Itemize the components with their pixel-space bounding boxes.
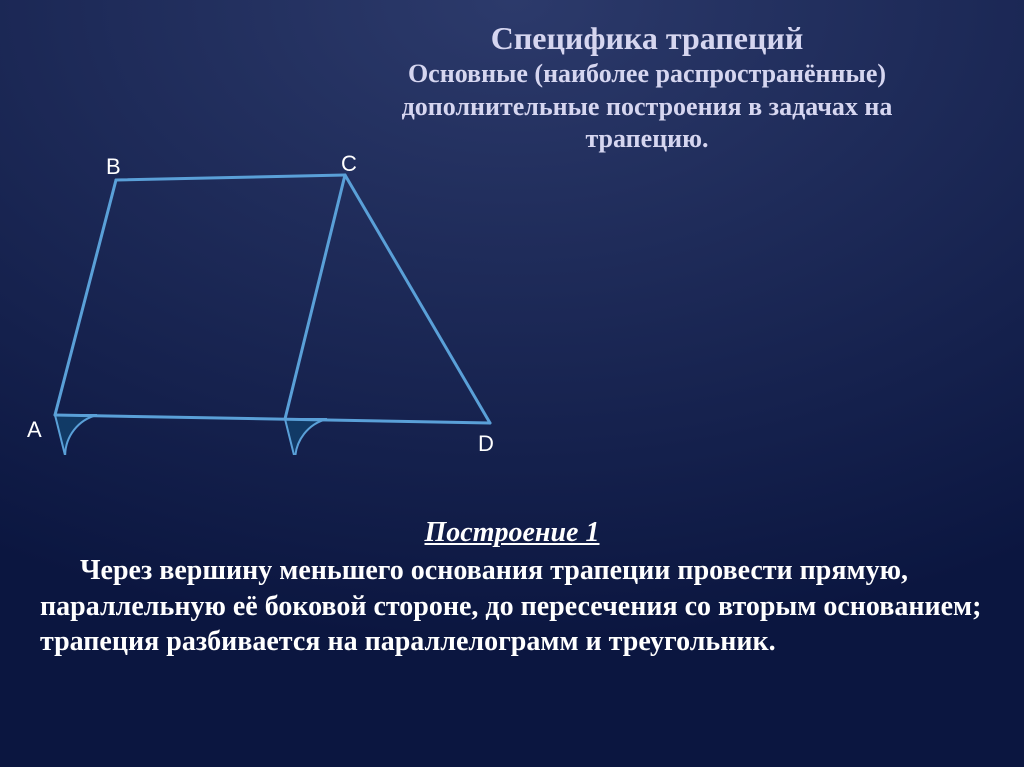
vertex-label-D: D — [478, 431, 494, 457]
construction-heading: Построение 1 — [40, 515, 984, 551]
edge — [55, 180, 116, 415]
diagram-svg — [20, 155, 520, 455]
angle-arc — [55, 415, 97, 455]
title-block: Специфика трапеций Основные (наиболее ра… — [300, 18, 994, 156]
edge — [285, 175, 345, 419]
edge — [345, 175, 490, 423]
title-sub-line1: Основные (наиболее распространённые) — [300, 58, 994, 91]
trapezoid-diagram: ABCD — [20, 155, 520, 455]
slide: Специфика трапеций Основные (наиболее ра… — [0, 0, 1024, 767]
body-text-block: Построение 1 Через вершину меньшего осно… — [40, 515, 984, 660]
edge — [116, 175, 345, 180]
edge — [55, 415, 490, 423]
construction-paragraph: Через вершину меньшего основания трапеци… — [40, 553, 984, 660]
title-main: Специфика трапеций — [300, 18, 994, 58]
vertex-label-B: B — [106, 154, 121, 180]
title-sub-line2: дополнительные построения в задачах на — [300, 91, 994, 124]
construction-text: Через вершину меньшего основания трапеци… — [40, 555, 981, 658]
vertex-label-A: A — [27, 417, 42, 443]
angle-arc — [285, 419, 327, 455]
vertex-label-C: C — [341, 151, 357, 177]
title-sub-line3: трапецию. — [300, 123, 994, 156]
